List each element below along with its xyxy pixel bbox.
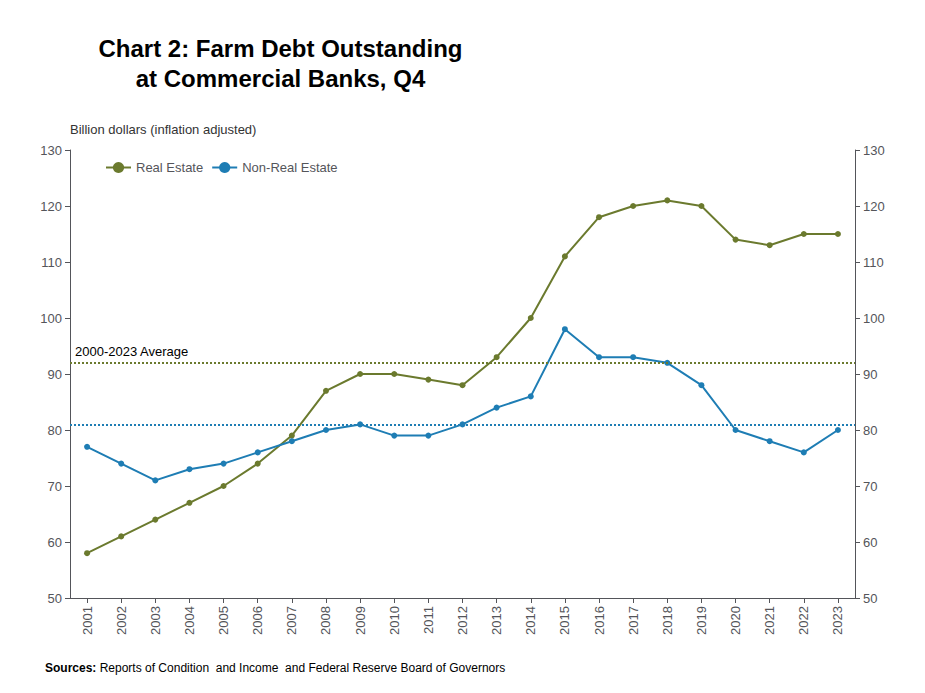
svg-text:at Commercial Banks, Q4: at Commercial Banks, Q4 [136, 65, 426, 92]
svg-text:Real Estate: Real Estate [136, 160, 203, 175]
svg-text:130: 130 [863, 143, 885, 158]
svg-text:120: 120 [40, 199, 62, 214]
svg-text:2010: 2010 [387, 606, 402, 635]
svg-text:2023: 2023 [830, 606, 845, 635]
svg-text:2015: 2015 [557, 606, 572, 635]
svg-text:2004: 2004 [182, 606, 197, 635]
svg-text:60: 60 [863, 535, 877, 550]
svg-text:Reports of Condition and Inco: Reports of Condition and Income and Fede… [96, 661, 505, 675]
svg-text:2007: 2007 [284, 606, 299, 635]
svg-text:110: 110 [41, 255, 62, 270]
svg-text:2006: 2006 [250, 606, 265, 635]
svg-text:60: 60 [48, 535, 62, 550]
svg-text:70: 70 [863, 479, 877, 494]
svg-text:130: 130 [40, 143, 62, 158]
svg-text:2012: 2012 [455, 606, 470, 635]
svg-text:Billion dollars (inflation adj: Billion dollars (inflation adjusted) [70, 122, 256, 137]
svg-text:2001: 2001 [80, 606, 95, 635]
svg-text:100: 100 [863, 311, 885, 326]
svg-text:2017: 2017 [626, 606, 641, 635]
svg-text:2020: 2020 [728, 606, 743, 635]
svg-text:Chart 2: Farm Debt Outstanding: Chart 2: Farm Debt Outstanding [98, 35, 462, 62]
svg-text:120: 120 [863, 199, 885, 214]
svg-text:2009: 2009 [353, 606, 368, 635]
svg-text:90: 90 [863, 367, 877, 382]
svg-text:2005: 2005 [216, 606, 231, 635]
svg-text:90: 90 [48, 367, 62, 382]
svg-text:2018: 2018 [660, 606, 675, 635]
svg-text:2014: 2014 [523, 606, 538, 635]
svg-text:80: 80 [863, 423, 877, 438]
svg-text:50: 50 [863, 591, 877, 606]
svg-text:2016: 2016 [592, 606, 607, 635]
svg-text:80: 80 [48, 423, 62, 438]
svg-text:Sources:: Sources: [45, 661, 96, 675]
svg-text:2002: 2002 [114, 606, 129, 635]
svg-text:2022: 2022 [796, 606, 811, 635]
svg-text:2003: 2003 [148, 606, 163, 635]
svg-text:50: 50 [48, 591, 62, 606]
svg-text:2021: 2021 [762, 606, 777, 635]
svg-text:2000-2023 Average: 2000-2023 Average [75, 344, 188, 359]
svg-text:100: 100 [40, 311, 62, 326]
svg-text:Non-Real Estate: Non-Real Estate [242, 160, 337, 175]
svg-text:2011: 2011 [421, 606, 436, 634]
svg-text:2008: 2008 [318, 606, 333, 635]
svg-text:70: 70 [48, 479, 62, 494]
svg-text:110: 110 [863, 255, 884, 270]
svg-text:2019: 2019 [694, 606, 709, 635]
svg-text:2013: 2013 [489, 606, 504, 635]
